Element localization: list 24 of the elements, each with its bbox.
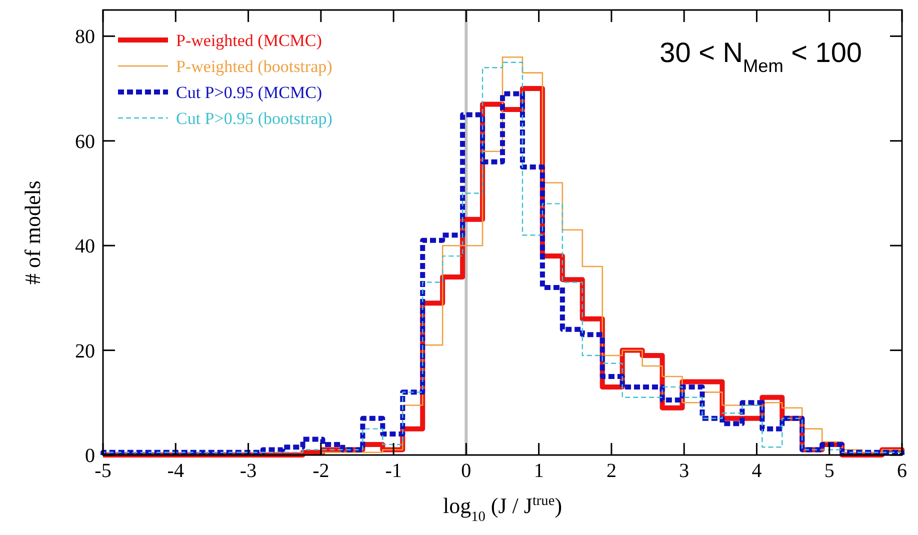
x-tick-label: 4 bbox=[752, 460, 762, 482]
y-axis-title: # of models bbox=[20, 180, 45, 284]
x-tick-label: -4 bbox=[167, 460, 184, 482]
x-tick-label: 1 bbox=[534, 460, 544, 482]
x-tick-label: 6 bbox=[897, 460, 907, 482]
annotation: 30 < N$_{Mem}$ < 100 bbox=[660, 37, 862, 76]
legend-label: Cut P>0.95 (MCMC) bbox=[176, 83, 322, 102]
x-tick-label: 0 bbox=[461, 460, 472, 482]
y-tick-label: 0 bbox=[85, 445, 95, 467]
y-tick-label: 60 bbox=[75, 130, 95, 153]
legend-label: Cut P>0.95 (bootstrap) bbox=[176, 109, 332, 128]
y-tick-label: 20 bbox=[75, 340, 95, 362]
x-axis-title: log$_{10}$ (J / J$^{true}$) bbox=[442, 493, 562, 525]
x-tick-label: -5 bbox=[94, 460, 112, 482]
x-tick-label: 2 bbox=[606, 460, 616, 482]
legend-label: P-weighted (bootstrap) bbox=[176, 57, 332, 76]
y-tick-label: 80 bbox=[75, 26, 95, 48]
y-tick-label: 40 bbox=[75, 236, 95, 258]
x-tick-label: -2 bbox=[312, 460, 330, 482]
legend-label: P-weighted (MCMC) bbox=[176, 31, 322, 50]
x-tick-label: -1 bbox=[385, 460, 402, 482]
x-tick-label: 3 bbox=[679, 460, 690, 482]
x-tick-label: -3 bbox=[240, 460, 257, 482]
x-tick-label: 5 bbox=[824, 460, 834, 482]
